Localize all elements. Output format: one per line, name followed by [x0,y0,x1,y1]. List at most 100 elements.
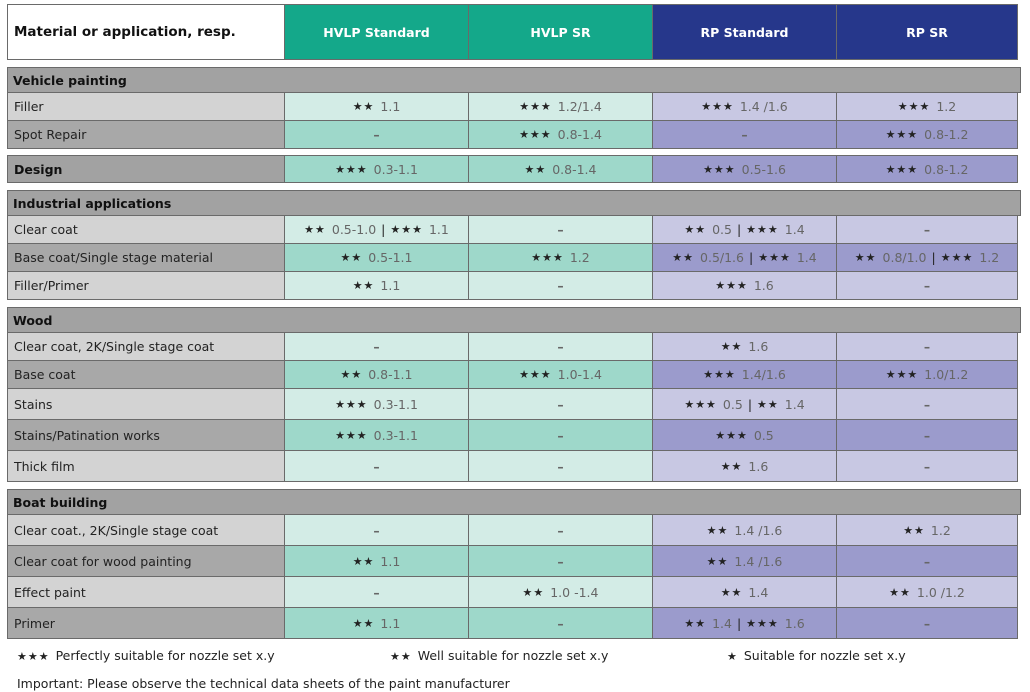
rating-stars-icon: ★★ [524,162,547,176]
row-label: Filler/Primer [7,271,285,300]
value-cell: ★★★ 1.4 /1.6 [652,92,837,121]
rating-stars-icon: ★★★ [335,162,368,176]
value-cell: – [284,450,469,482]
not-applicable: – [373,584,380,600]
value-cell: ★★★ 0.5 | ★★ 1.4 [652,388,837,420]
value-cell: – [836,215,1018,244]
rating-stars-icon: ★★★ [897,100,931,113]
nozzle-size: 0.5 [712,222,732,237]
table-row: Spot Repair – ★★★ 0.8-1.4 – ★★★ 0.8-1.2 [7,120,1021,149]
not-applicable: – [557,396,564,412]
row-label: Base coat/Single stage material [7,243,285,272]
value-cell: ★★ 1.0 -1.4 [468,576,653,608]
value-cell: – [836,545,1018,577]
value-cell: ★★★ 0.3-1.1 [284,155,469,183]
section-gap [7,60,1021,67]
nozzle-size: 1.1 [428,222,449,237]
row-label: Spot Repair [7,120,285,149]
not-applicable: – [557,427,564,443]
separator: | [749,250,754,265]
nozzle-size: 1.2/1.4 [557,99,602,114]
not-applicable: – [923,553,931,569]
value-cell: ★★★ 1.4/1.6 [652,360,837,389]
not-applicable: – [557,339,564,354]
separator: | [747,396,753,412]
table-row: Clear coat for wood painting ★★ 1.1 – ★★ 1.4 … [7,545,1021,577]
value-cell: ★★ 1.4 | ★★★ 1.6 [652,607,837,639]
row-label: Clear coat, 2K/Single stage coat [7,332,285,361]
not-applicable: – [923,222,931,237]
nozzle-size: 0.5-1.6 [741,161,786,177]
value-cell: – [836,450,1018,482]
row-label: Stains/Patination works [7,419,285,451]
rating-stars-icon: ★★★ [519,128,552,141]
nozzle-size: 1.2 [936,99,957,114]
value-cell: ★★ 1.1 [284,92,469,121]
row-label: Primer [7,607,285,639]
header-rp-standard: RP Standard [652,4,837,60]
table-row: Stains/Patination works ★★★ 0.3-1.1 – ★★★ 0.5… [7,419,1021,451]
value-cell: ★★★ 0.8-1.2 [836,120,1018,149]
nozzle-size: 1.6 [748,458,769,474]
value-cell: – [468,607,653,639]
value-cell: ★★★ 0.3-1.1 [284,388,469,420]
rating-stars-icon: ★★★ [701,100,734,113]
table-row: Effect paint – ★★ 1.0 -1.4 ★★ 1.4 ★★ 1.0 /1.2 [7,576,1021,608]
value-cell: – [284,332,469,361]
section-title: Wood [7,307,1021,333]
table-row: Filler/Primer ★★ 1.1 – ★★★ 1.6 – [7,271,1021,300]
value-cell: – [836,332,1018,361]
section-gap [7,482,1021,489]
row-label: Clear coat [7,215,285,244]
section-title: Boat building [7,489,1021,515]
legend-item-three-stars: ★★★ Perfectly suitable for nozzle set x.y [17,648,275,663]
not-applicable: – [557,222,564,237]
not-applicable: – [557,278,564,293]
rating-stars-icon: ★★★ [885,368,919,381]
nozzle-size: 0.5 [753,427,774,443]
value-cell: ★★ 1.1 [284,545,469,577]
table-header-row: Material or application, resp. HVLP Stan… [7,4,1021,60]
row-label: Clear coat for wood painting [7,545,285,577]
rating-stars-icon: ★★ [854,251,877,264]
value-cell: ★★★ 1.0-1.4 [468,360,653,389]
rating-stars-icon: ★★★ [531,251,564,264]
not-applicable: – [557,458,564,474]
nozzle-size: 1.0 -1.4 [550,584,599,600]
two-stars-icon: ★★ [390,650,412,663]
value-cell: – [468,215,653,244]
rating-stars-icon: ★★★ [684,397,717,411]
nozzle-size: 1.4 [748,584,769,600]
value-cell: – [468,388,653,420]
nozzle-size: 1.1 [380,615,401,631]
not-applicable: – [923,278,931,293]
not-applicable: – [373,127,380,142]
value-cell: ★★★ 0.3-1.1 [284,419,469,451]
not-applicable: – [373,522,380,538]
value-cell: – [836,419,1018,451]
rating-stars-icon: ★★ [720,459,743,473]
legend-item-one-star: ★ Suitable for nozzle set x.y [727,648,906,663]
nozzle-size: 1.4 /1.6 [734,553,783,569]
value-cell: ★★ 0.5-1.1 [284,243,469,272]
nozzle-size: 0.8/1.0 [882,250,927,265]
value-cell: – [652,120,837,149]
separator: | [381,222,386,237]
not-applicable: – [923,396,931,412]
nozzle-size: 0.8-1.2 [924,127,969,142]
rating-stars-icon: ★★★ [758,251,791,264]
three-stars-icon: ★★★ [17,650,50,663]
value-cell: ★★★ 0.8-1.2 [836,155,1018,183]
row-label: Effect paint [7,576,285,608]
rating-stars-icon: ★★★ [335,428,368,442]
rating-stars-icon: ★★ [522,585,545,599]
not-applicable: – [923,339,931,354]
header-rp-sr: RP SR [836,4,1018,60]
nozzle-size: 1.2 [930,522,951,538]
value-cell: ★★★ 1.2/1.4 [468,92,653,121]
table-row: Clear coat ★★ 0.5-1.0 | ★★★ 1.1 – ★★ 0.5 | ★★★ 1.4 – [7,215,1021,244]
table-row: Primer ★★ 1.1 – ★★ 1.4 | ★★★ 1.6 – [7,607,1021,639]
value-cell: – [468,271,653,300]
value-cell: ★★ 1.4 /1.6 [652,514,837,546]
value-cell: – [836,271,1018,300]
